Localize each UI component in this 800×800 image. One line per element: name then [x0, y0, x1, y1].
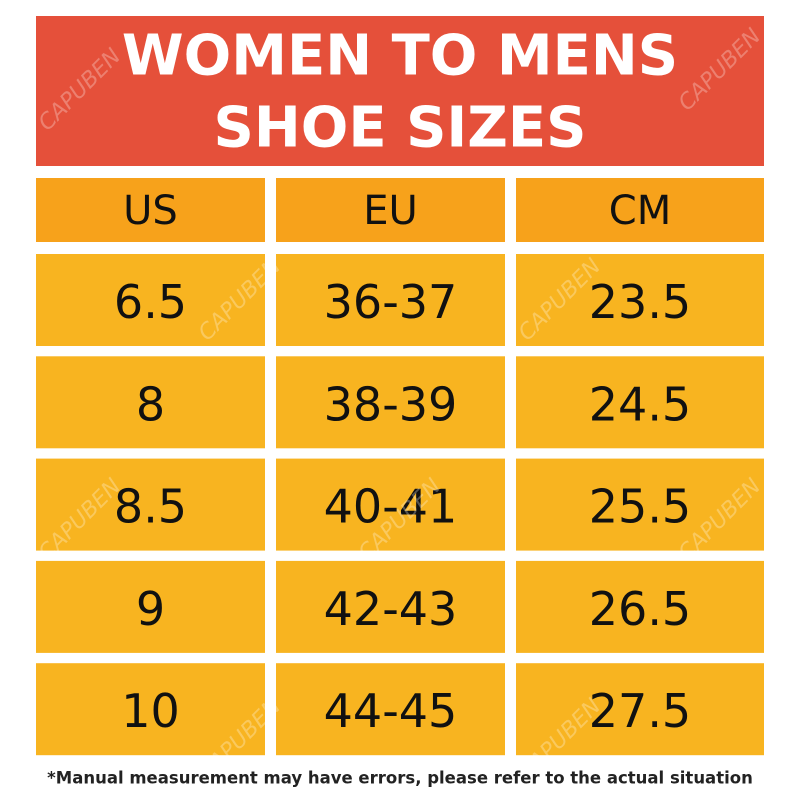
cell-text: 10	[121, 684, 180, 738]
cell-text: 25.5	[589, 480, 691, 534]
header-cell	[516, 178, 764, 242]
cell-text: 38-39	[324, 377, 458, 431]
header-text: CM	[609, 188, 671, 234]
table-cell	[516, 663, 764, 756]
header-cell	[36, 178, 265, 242]
table-cell	[276, 356, 505, 449]
header-text: US	[123, 188, 178, 234]
cell-text: 23.5	[589, 275, 691, 329]
header-text: EU	[363, 188, 418, 234]
table-cell	[36, 458, 265, 551]
cell-text: 9	[136, 582, 165, 636]
cell-text: 8.5	[114, 480, 187, 534]
cell-text: 40-41	[324, 480, 458, 534]
title-line: SHOE SIZES	[214, 96, 587, 161]
cell-text: 6.5	[114, 275, 187, 329]
table-cell	[36, 356, 265, 449]
cell-text: 8	[136, 377, 165, 431]
title-banner	[36, 16, 764, 166]
table-cell	[516, 560, 764, 653]
table-cell	[516, 458, 764, 551]
table-cell	[276, 663, 505, 756]
cell-text: 42-43	[324, 582, 458, 636]
table-cell	[276, 254, 505, 346]
cell-text: 27.5	[589, 684, 691, 738]
table-cell	[516, 356, 764, 449]
table-cell	[36, 254, 265, 346]
header-cell	[276, 178, 505, 242]
table-cell	[516, 254, 764, 346]
footnote: *Manual measurement may have errors, ple…	[47, 769, 753, 788]
cell-text: 44-45	[324, 684, 458, 738]
table-cell	[36, 560, 265, 653]
cell-text: 24.5	[589, 377, 691, 431]
cell-text: 26.5	[589, 582, 691, 636]
table-cell	[36, 663, 265, 756]
cell-text: 36-37	[324, 275, 458, 329]
title-line: WOMEN TO MENS	[122, 24, 678, 89]
table-cell	[276, 458, 505, 551]
table-cell	[276, 560, 505, 653]
